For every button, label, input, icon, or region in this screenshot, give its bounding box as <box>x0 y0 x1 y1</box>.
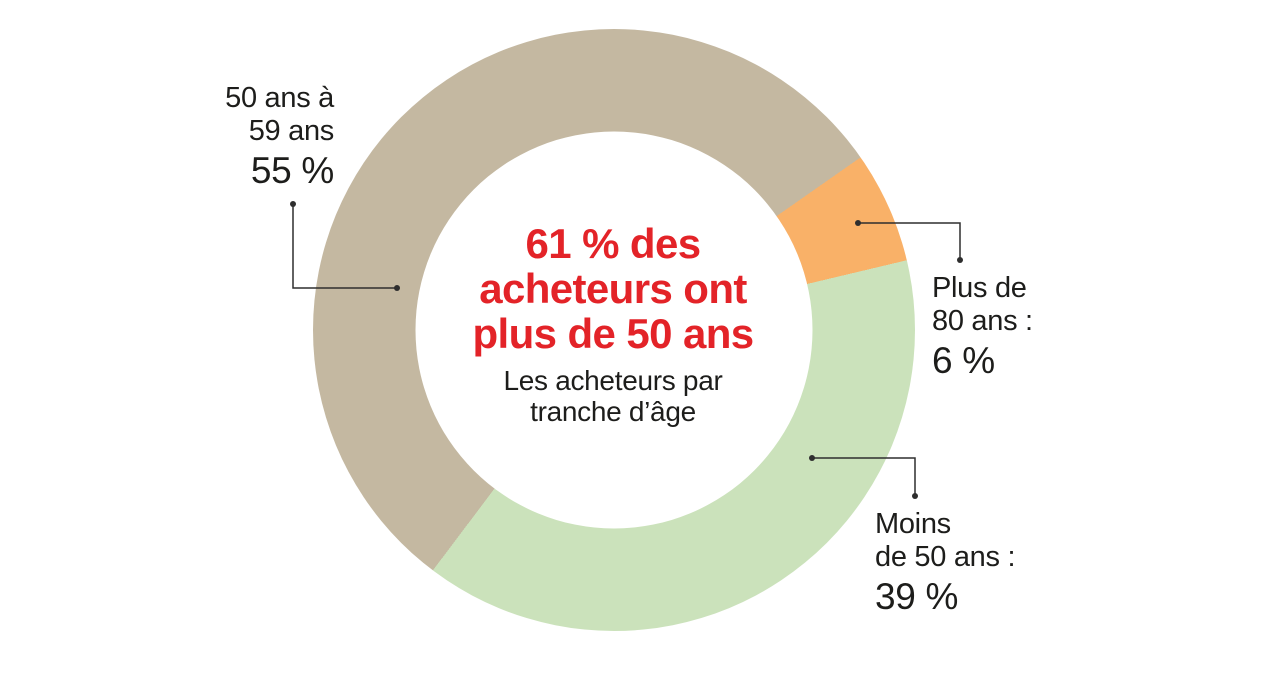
chart-title: Les acheteurs par tranche d’âge <box>428 365 798 427</box>
donut-center-text: 61 % des acheteurs ont plus de 50 ans Le… <box>428 221 798 427</box>
donut-chart <box>313 29 915 631</box>
callout-50-59-value: 55 % <box>250 150 334 191</box>
callout-under-50-value: 39 % <box>875 576 959 617</box>
callout-under-50: Moins de 50 ans : 39 % <box>875 508 1016 617</box>
callout-under-50-line1: Moins <box>875 508 951 540</box>
callout-80-plus-value: 6 % <box>932 340 995 381</box>
chart-title-line1: Les acheteurs par <box>503 365 723 396</box>
center-headline: 61 % des acheteurs ont plus de 50 ans <box>428 221 798 356</box>
callout-80-plus-line1: Plus de <box>932 272 1027 304</box>
callout-50-59-line1: 50 ans à <box>225 82 334 114</box>
callout-under-50-line2: de 50 ans : <box>875 541 1016 573</box>
callout-80-plus-line2: 80 ans : <box>932 305 1033 337</box>
center-headline-line2: acheteurs ont <box>479 265 747 312</box>
donut-hole <box>415 131 813 529</box>
callout-50-59: 50 ans à 59 ans 55 % <box>114 82 334 191</box>
chart-title-line2: tranche d’âge <box>530 396 696 427</box>
center-headline-line1: 61 % des <box>525 220 702 267</box>
center-headline-line3: plus de 50 ans <box>472 310 754 357</box>
callout-50-59-line2: 59 ans <box>248 115 335 147</box>
callout-80-plus: Plus de 80 ans : 6 % <box>932 272 1033 381</box>
